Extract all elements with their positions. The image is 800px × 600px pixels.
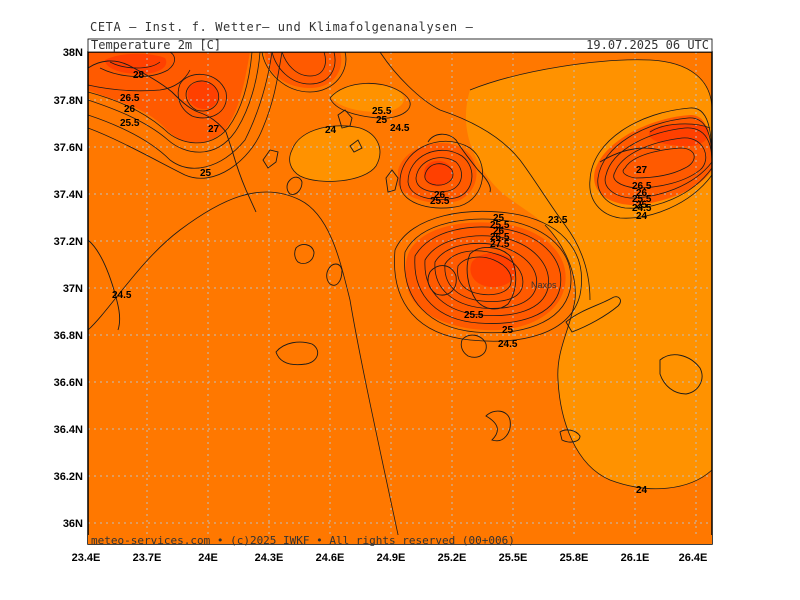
footer-strip	[88, 535, 712, 544]
island-milos	[275, 341, 319, 366]
island-andros	[337, 109, 353, 129]
island-syros	[385, 169, 399, 193]
lat-tick-label: 36.4N	[54, 424, 83, 436]
island-naxos	[466, 247, 517, 310]
isotherm-label: 26.5	[490, 232, 510, 243]
island-ios	[460, 334, 487, 358]
island-anafi	[559, 429, 581, 443]
isotherm-label: 23.5	[548, 215, 568, 226]
footer-credit: meteo-services.com • (c)2025 IWKF • All …	[91, 534, 515, 547]
lat-tick-label: 36.2N	[54, 471, 83, 483]
parameter-label: Temperature 2m [C]	[91, 38, 221, 52]
isotherm-label: 25.5	[372, 106, 392, 117]
lat-tick-label: 36.6N	[54, 377, 83, 389]
island-tinos	[349, 139, 363, 153]
hot-core-northwest-1	[105, 53, 167, 74]
lon-tick-label: 24.3E	[255, 552, 284, 564]
isotherm-label: 25.5	[120, 118, 140, 129]
isotherm-label: 25	[376, 115, 388, 126]
lon-tick-label: 25.5E	[499, 552, 528, 564]
island-sifnos	[326, 263, 343, 286]
isotherm-label: 27.5	[490, 239, 510, 250]
isotherm-label: 24	[636, 485, 648, 496]
island-santorini	[485, 410, 511, 442]
warm-region-northwest	[88, 52, 250, 143]
lat-tick-label: 36N	[63, 518, 83, 530]
isotherm-label: 25	[502, 325, 514, 336]
isotherm-label: 25	[636, 200, 648, 211]
lon-tick-label: 25.8E	[560, 552, 589, 564]
isotherm-labels: 28 26.5 26 25.5 27 25 24 25.5 25 24.5 26…	[112, 70, 652, 496]
isotherm-label: 25	[493, 213, 505, 224]
coastlines	[88, 60, 703, 443]
island-ikaria	[599, 147, 661, 163]
hot-core-naxos	[470, 253, 516, 288]
isotherm-label: 24.5	[632, 203, 652, 214]
info-strip	[87, 38, 713, 53]
coast-attica	[88, 60, 257, 213]
isotherm-label: 28	[133, 70, 145, 81]
lat-tick-label: 37.2N	[54, 236, 83, 248]
lon-tick-label: 23.4E	[72, 552, 101, 564]
isotherm-label: 26	[493, 226, 505, 237]
isotherm-label: 24.5	[390, 123, 410, 134]
latitude-axis: 38N 37.8N 37.6N 37.4N 37.2N 37N 36.8N 36…	[54, 47, 83, 530]
lon-tick-label: 26.4E	[679, 552, 708, 564]
isotherm-label: 24	[636, 211, 648, 222]
isotherm-label: 26.5	[120, 93, 140, 104]
chart-header-title: CETA – Inst. f. Wetter– und Klimafolgena…	[90, 20, 474, 34]
isotherm-label: 25	[200, 168, 212, 179]
isotherm-label: 25.5	[430, 196, 450, 207]
cool-region-north	[330, 84, 404, 112]
hot-core-mykonos	[423, 160, 453, 187]
isotherm-label: 25.5	[464, 310, 484, 321]
lat-tick-label: 37N	[63, 283, 83, 295]
isotherm-label: 24	[325, 125, 337, 136]
lon-tick-label: 24E	[198, 552, 218, 564]
coast-peloponnese	[88, 239, 121, 331]
isotherm-label: 26	[636, 188, 648, 199]
lat-tick-label: 36.8N	[54, 330, 83, 342]
island-mykonos	[427, 133, 491, 193]
isotherm-label: 27	[636, 165, 648, 176]
warm-region-north	[265, 52, 342, 88]
island-paros	[427, 265, 457, 296]
map-plot-area	[88, 52, 712, 544]
lat-tick-label: 37.8N	[54, 95, 83, 107]
island-kythnos	[286, 176, 303, 195]
lon-tick-label: 25.2E	[438, 552, 467, 564]
valid-time-label: 19.07.2025 06 UTC	[586, 38, 709, 52]
lon-tick-label: 24.9E	[377, 552, 406, 564]
lat-tick-label: 37.6N	[54, 142, 83, 154]
isotherm-label: 27	[208, 124, 220, 135]
isotherm-label: 26.5	[632, 181, 652, 192]
island-serifos	[294, 244, 315, 264]
lon-tick-label: 26.1E	[621, 552, 650, 564]
isotherm-label: 24.5	[498, 339, 518, 350]
isotherm-label: 25.5	[490, 220, 510, 231]
place-label-naxos: Naxos	[531, 280, 557, 290]
lon-tick-label: 24.6E	[316, 552, 345, 564]
isotherm-label: 25.5	[632, 194, 652, 205]
island-amorgos	[565, 296, 621, 333]
map-gridlines	[88, 52, 712, 544]
isotherm-label: 26	[434, 190, 446, 201]
hot-core-northwest-2	[187, 81, 219, 110]
isotherm-label: 24.5	[112, 290, 132, 301]
lat-tick-label: 38N	[63, 47, 83, 59]
cool-region-center	[289, 125, 380, 182]
isotherm-label: 26	[124, 104, 136, 115]
lat-tick-label: 37.4N	[54, 189, 83, 201]
island-kea	[262, 149, 279, 169]
isotherm-contours	[88, 52, 712, 544]
lon-tick-label: 23.7E	[133, 552, 162, 564]
longitude-axis: 23.4E 23.7E 24E 24.3E 24.6E 24.9E 25.2E …	[72, 552, 708, 564]
island-samos-coast	[659, 354, 703, 395]
hot-core-ikaria	[649, 123, 709, 147]
